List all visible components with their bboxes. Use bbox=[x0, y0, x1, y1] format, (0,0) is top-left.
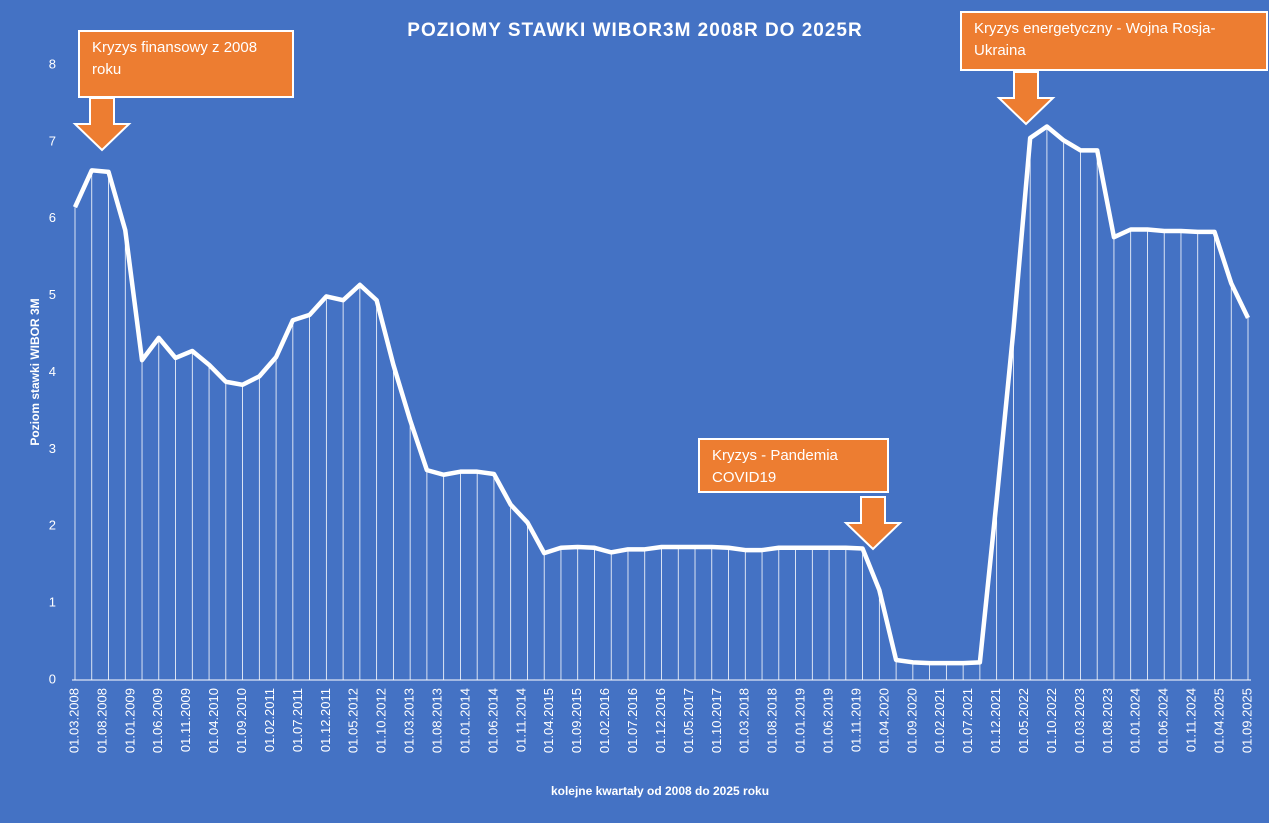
x-tick-label: 01.04.2025 bbox=[1212, 688, 1227, 753]
x-tick-label: 01.07.2016 bbox=[625, 688, 640, 753]
x-tick-label: 01.08.2013 bbox=[430, 688, 445, 753]
y-tick-label: 2 bbox=[49, 518, 56, 533]
x-axis-label: kolejne kwartały od 2008 do 2025 roku bbox=[551, 784, 769, 798]
x-tick-label: 01.02.2021 bbox=[932, 688, 947, 753]
annotation: Kryzys - Pandemia COVID19 bbox=[698, 438, 889, 493]
annotation: Kryzys finansowy z 2008 roku bbox=[78, 30, 294, 98]
x-tick-label: 01.04.2010 bbox=[206, 688, 221, 753]
y-tick-label: 4 bbox=[49, 364, 56, 379]
x-tick-label: 01.05.2022 bbox=[1016, 688, 1031, 753]
x-tick-label: 01.02.2011 bbox=[262, 688, 277, 752]
y-tick-label: 8 bbox=[49, 56, 56, 71]
x-tick-label: 01.06.2019 bbox=[821, 688, 836, 753]
line bbox=[72, 124, 1251, 666]
x-tick-label: 01.11.2024 bbox=[1184, 688, 1199, 752]
x-tick-label: 01.06.2009 bbox=[150, 688, 165, 753]
x-tick-label: 01.08.2008 bbox=[94, 688, 109, 753]
x-tick-label: 01.09.2020 bbox=[904, 688, 919, 753]
x-tick-label: 01.09.2015 bbox=[569, 688, 584, 753]
x-tick-label: 01.05.2017 bbox=[681, 688, 696, 753]
x-tick-label: 01.09.2025 bbox=[1239, 688, 1254, 753]
x-tick-label: 01.01.2019 bbox=[793, 688, 808, 753]
x-tick-label: 01.10.2022 bbox=[1044, 688, 1059, 753]
x-tick-label: 01.04.2015 bbox=[541, 688, 556, 753]
x-tick-label: 01.06.2014 bbox=[485, 688, 500, 753]
y-tick-label: 0 bbox=[49, 671, 56, 686]
x-tick-label: 01.11.2019 bbox=[848, 688, 863, 752]
x-tick-label: 01.03.2023 bbox=[1072, 688, 1087, 753]
x-tick-label: 01.03.2008 bbox=[66, 688, 81, 753]
x-tick-label: 01.03.2013 bbox=[402, 688, 417, 753]
annotation-arrow bbox=[72, 97, 132, 152]
x-tick-label: 01.03.2018 bbox=[737, 688, 752, 753]
x-tick-label: 01.09.2010 bbox=[234, 688, 249, 753]
y-tick-label: 1 bbox=[49, 595, 56, 610]
x-tick-label: 01.10.2012 bbox=[374, 688, 389, 753]
y-tick-label: 5 bbox=[49, 287, 56, 302]
x-tick-label: 01.12.2016 bbox=[653, 688, 668, 753]
annotation-arrow bbox=[996, 71, 1056, 126]
x-tick-label: 01.01.2009 bbox=[122, 688, 137, 753]
x-tick-label: 01.01.2024 bbox=[1128, 688, 1143, 753]
x-tick-label: 01.01.2014 bbox=[457, 688, 472, 753]
x-tick-label: 01.02.2016 bbox=[597, 688, 612, 753]
y-tick-label: 3 bbox=[49, 441, 56, 456]
x-tick-label: 01.04.2020 bbox=[876, 688, 891, 753]
x-tick-label: 01.07.2011 bbox=[290, 688, 305, 752]
x-tick-label: 01.12.2011 bbox=[318, 688, 333, 752]
x-tick-label: 01.12.2021 bbox=[988, 688, 1003, 753]
x-tick-label: 01.08.2018 bbox=[765, 688, 780, 753]
chart-title: POZIOMY STAWKI WIBOR3M 2008R DO 2025R bbox=[407, 20, 862, 41]
x-tick-label: 01.06.2024 bbox=[1156, 688, 1171, 753]
annotation-arrow bbox=[843, 496, 903, 551]
y-tick-label: 6 bbox=[49, 210, 56, 225]
annotation: Kryzys energetyczny - Wojna Rosja-Ukrain… bbox=[960, 11, 1268, 71]
x-tick-label: 01.11.2014 bbox=[513, 688, 528, 752]
x-tick-label: 01.11.2009 bbox=[178, 688, 193, 752]
y-axis-label: Poziom stawki WIBOR 3M bbox=[28, 298, 42, 445]
y-tick-label: 7 bbox=[49, 133, 56, 148]
x-tick-label: 01.05.2012 bbox=[346, 688, 361, 753]
x-tick-label: 01.07.2021 bbox=[960, 688, 975, 753]
x-tick-label: 01.10.2017 bbox=[709, 688, 724, 753]
x-tick-label: 01.08.2023 bbox=[1100, 688, 1115, 753]
